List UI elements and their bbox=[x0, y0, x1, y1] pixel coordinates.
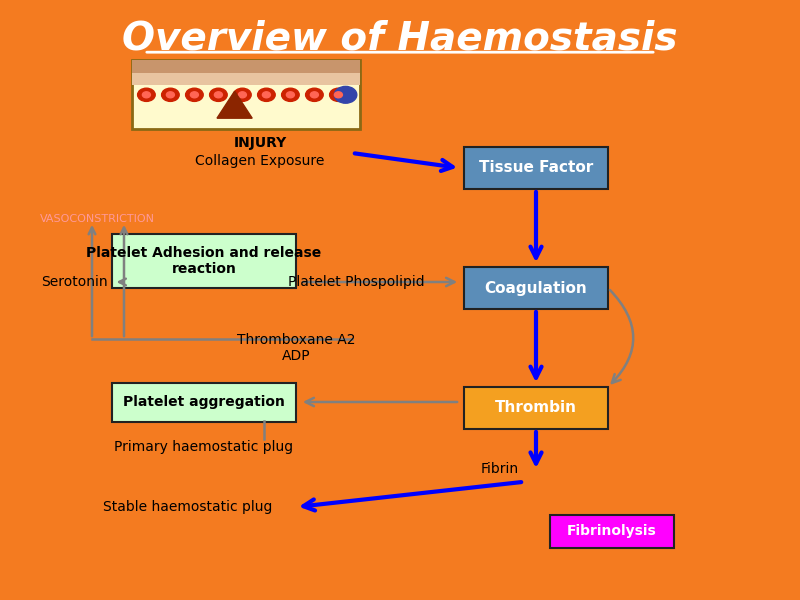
Circle shape bbox=[306, 88, 323, 101]
Polygon shape bbox=[217, 91, 252, 118]
Circle shape bbox=[162, 88, 179, 101]
Circle shape bbox=[190, 92, 198, 98]
Text: Thrombin: Thrombin bbox=[495, 401, 577, 415]
FancyBboxPatch shape bbox=[132, 73, 360, 85]
Circle shape bbox=[334, 92, 342, 98]
Circle shape bbox=[238, 92, 246, 98]
Text: Fibrinolysis: Fibrinolysis bbox=[567, 524, 657, 538]
FancyBboxPatch shape bbox=[550, 514, 674, 547]
FancyBboxPatch shape bbox=[132, 60, 360, 73]
Text: Platelet Phospolipid: Platelet Phospolipid bbox=[288, 275, 424, 289]
Circle shape bbox=[210, 88, 227, 101]
Circle shape bbox=[186, 88, 203, 101]
Text: VASOCONSTRICTION: VASOCONSTRICTION bbox=[40, 214, 155, 224]
Text: Primary haemostatic plug: Primary haemostatic plug bbox=[114, 440, 294, 454]
FancyBboxPatch shape bbox=[464, 267, 608, 309]
Text: Thromboxane A2
ADP: Thromboxane A2 ADP bbox=[237, 333, 355, 363]
Text: Fibrin: Fibrin bbox=[480, 462, 518, 476]
Circle shape bbox=[214, 92, 222, 98]
FancyBboxPatch shape bbox=[464, 387, 608, 429]
Circle shape bbox=[310, 92, 318, 98]
Text: Overview of Haemostasis: Overview of Haemostasis bbox=[122, 20, 678, 58]
Text: Platelet Adhesion and release
reaction: Platelet Adhesion and release reaction bbox=[86, 246, 322, 276]
Circle shape bbox=[262, 92, 270, 98]
Text: Platelet aggregation: Platelet aggregation bbox=[123, 395, 285, 409]
Text: Collagen Exposure: Collagen Exposure bbox=[195, 154, 325, 168]
FancyBboxPatch shape bbox=[112, 383, 296, 421]
Circle shape bbox=[234, 88, 251, 101]
Circle shape bbox=[334, 86, 357, 103]
FancyBboxPatch shape bbox=[112, 234, 296, 288]
Text: Coagulation: Coagulation bbox=[485, 280, 587, 295]
FancyBboxPatch shape bbox=[132, 60, 360, 129]
Text: INJURY: INJURY bbox=[234, 136, 286, 150]
FancyBboxPatch shape bbox=[464, 147, 608, 189]
Circle shape bbox=[138, 88, 155, 101]
Circle shape bbox=[286, 92, 294, 98]
Text: Serotonin: Serotonin bbox=[42, 275, 108, 289]
Circle shape bbox=[166, 92, 174, 98]
Text: Tissue Factor: Tissue Factor bbox=[479, 160, 593, 175]
Circle shape bbox=[282, 88, 299, 101]
Circle shape bbox=[330, 88, 347, 101]
Circle shape bbox=[142, 92, 150, 98]
Text: Stable haemostatic plug: Stable haemostatic plug bbox=[103, 500, 273, 514]
Circle shape bbox=[258, 88, 275, 101]
